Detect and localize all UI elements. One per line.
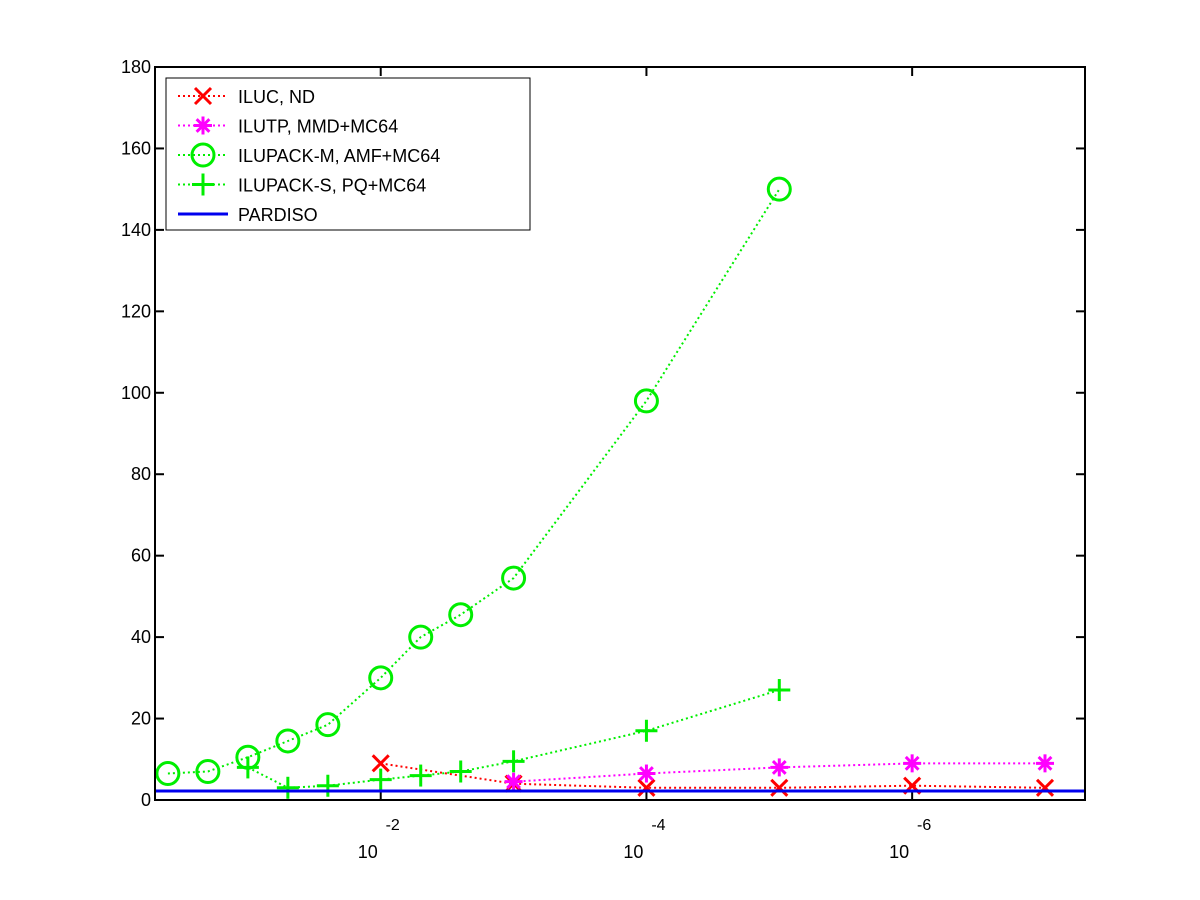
y-tick-label: 80 xyxy=(131,464,151,484)
series-2 xyxy=(155,176,792,787)
legend-label: ILUTP, MMD+MC64 xyxy=(238,117,398,137)
y-tick-label: 120 xyxy=(121,301,151,321)
legend-label: ILUPACK-S, PQ+MC64 xyxy=(238,176,426,196)
x-tick-label-base: 10 xyxy=(623,842,643,862)
x-tick-label-base: 10 xyxy=(889,842,909,862)
legend-marker xyxy=(194,116,212,135)
data-point xyxy=(1035,778,1055,797)
data-point xyxy=(770,758,789,777)
data-point xyxy=(371,754,390,773)
data-point xyxy=(770,778,789,797)
legend-label: ILUC, ND xyxy=(238,87,315,107)
data-point xyxy=(368,665,394,691)
y-tick-label: 100 xyxy=(121,383,151,403)
data-point xyxy=(637,778,656,797)
legend: ILUC, ND ILUTP, MMD+MC64 ILUPACK-M, AMF+MC… xyxy=(165,77,531,231)
y-tick-label: 60 xyxy=(131,546,151,566)
legend-item: ILUPACK-S, PQ+MC64 xyxy=(178,173,426,196)
x-tick-label-exponent: -2 xyxy=(386,817,400,834)
legend-marker xyxy=(193,86,213,106)
legend-box xyxy=(165,77,531,231)
legend-item: ILUC, ND xyxy=(178,86,315,107)
data-point xyxy=(369,768,392,791)
legend-item: PARDISO xyxy=(178,205,318,225)
data-point xyxy=(408,624,434,650)
legend-item: ILUPACK-M, AMF+MC64 xyxy=(178,142,440,168)
data-point xyxy=(635,719,658,742)
legend-item: ILUTP, MMD+MC64 xyxy=(178,116,398,137)
data-point xyxy=(195,758,221,784)
y-tick-label: 160 xyxy=(121,138,151,158)
data-point xyxy=(903,754,922,773)
x-tick-label-exponent: -4 xyxy=(651,817,665,834)
y-tick-label: 180 xyxy=(121,57,151,77)
legend-marker xyxy=(192,173,214,196)
series-1 xyxy=(504,754,1055,791)
data-point xyxy=(315,712,341,738)
series-0 xyxy=(371,754,1055,797)
data-point xyxy=(1036,754,1055,773)
series-layer xyxy=(155,176,1085,799)
data-point xyxy=(155,761,181,787)
data-point xyxy=(276,776,299,799)
x-tick-label-base: 10 xyxy=(358,842,378,862)
series-3 xyxy=(236,679,791,799)
data-point xyxy=(766,176,792,202)
y-tick-label: 140 xyxy=(121,220,151,240)
legend-label: ILUPACK-M, AMF+MC64 xyxy=(238,146,440,166)
data-point xyxy=(768,679,791,702)
data-point xyxy=(502,750,525,773)
data-point xyxy=(637,764,656,783)
axis-ticks: 0 20 40 60 80 100 120 140 160 180 10 -2 10 -4 10 -6 xyxy=(121,57,1085,862)
plot-frame xyxy=(154,66,1086,801)
series-line xyxy=(167,188,781,775)
y-tick-label: 40 xyxy=(131,627,151,647)
data-point xyxy=(448,602,474,628)
y-tick-label: 0 xyxy=(141,790,151,810)
data-point xyxy=(449,760,472,783)
legend-label: PARDISO xyxy=(238,205,318,225)
y-tick-label: 20 xyxy=(131,709,151,729)
x-tick-label-exponent: -6 xyxy=(917,817,931,834)
data-point xyxy=(275,728,301,754)
data-point xyxy=(236,756,259,779)
data-point xyxy=(316,774,339,797)
data-point xyxy=(409,764,432,787)
series-line xyxy=(380,762,1046,789)
data-point xyxy=(504,772,523,791)
data-point xyxy=(501,565,527,591)
legend-marker xyxy=(190,142,216,168)
data-point xyxy=(633,388,659,414)
